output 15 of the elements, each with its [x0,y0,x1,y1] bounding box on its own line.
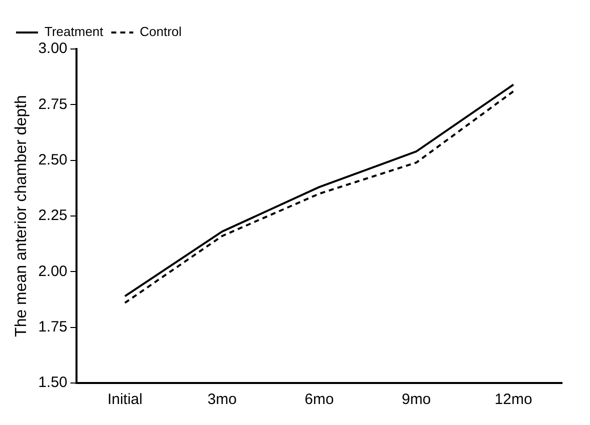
y-tick-label: 2.25 [38,207,68,224]
y-tick-label: 2.75 [38,96,68,113]
x-tick-label: Initial [107,391,142,408]
legend-label: Control [140,24,182,40]
y-tick-label: 2.00 [38,262,68,280]
y-tick-label: 2.50 [38,151,68,168]
y-tick-label: 1.75 [38,318,68,336]
y-tick-label: 3.00 [38,40,68,58]
legend-label: Treatment [44,24,104,40]
x-tick-label: 3mo [207,391,237,408]
y-tick-label: 1.50 [38,374,68,392]
x-tick-label: 12mo [494,391,532,408]
x-tick-label: 6mo [304,391,334,408]
x-tick-label: 9mo [402,391,431,408]
y-axis-title: The mean anterior chamber depth [13,95,30,337]
